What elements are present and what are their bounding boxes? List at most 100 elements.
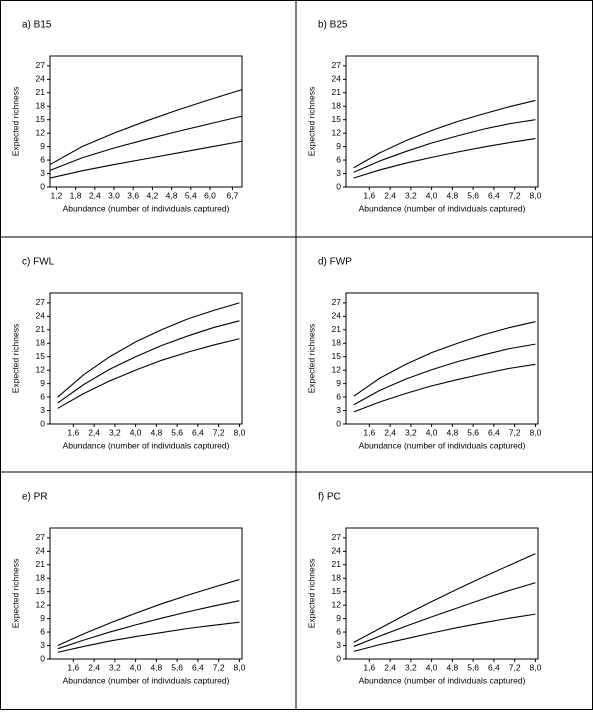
- series-line: [353, 363, 536, 413]
- y-tick-label: 6: [40, 391, 45, 401]
- x-axis-label: Abundance (number of individuals capture…: [359, 440, 526, 450]
- series-line: [49, 115, 243, 171]
- x-tick-label: 4,0: [426, 662, 438, 672]
- y-tick-label: 21: [36, 324, 46, 334]
- x-tick-label: 7,2: [509, 427, 521, 437]
- x-tick-label: 6,4: [488, 427, 500, 437]
- y-tick-label: 6: [336, 626, 341, 636]
- x-tick-label: 7,2: [509, 190, 521, 200]
- y-tick-label: 15: [36, 351, 46, 361]
- y-tick-label: 18: [332, 572, 342, 582]
- x-tick-label: 2,4: [88, 662, 100, 672]
- x-tick-label: 4,8: [150, 427, 162, 437]
- x-tick-label: 2,4: [89, 190, 101, 200]
- y-axis-label: Expected richness: [10, 87, 20, 156]
- y-tick-label: 0: [336, 653, 341, 663]
- y-tick-label: 15: [332, 586, 342, 596]
- series-line: [57, 338, 240, 409]
- x-tick-label: 8,0: [233, 427, 245, 437]
- y-tick-label: 24: [332, 546, 342, 556]
- series-line: [353, 138, 536, 179]
- x-axis-label: Abundance (number of individuals capture…: [359, 675, 526, 685]
- x-tick-label: 3,2: [109, 662, 121, 672]
- y-tick-label: 12: [36, 127, 46, 137]
- y-tick-label: 9: [336, 378, 341, 388]
- y-tick-label: 24: [332, 74, 342, 84]
- y-tick-label: 12: [332, 127, 342, 137]
- panel-title: a) B15: [22, 20, 52, 31]
- x-tick-label: 3,6: [127, 190, 139, 200]
- y-tick-label: 18: [332, 337, 342, 347]
- x-tick-label: 6,4: [488, 190, 500, 200]
- x-axis-label: Abundance (number of individuals capture…: [63, 675, 230, 685]
- y-tick-label: 0: [40, 181, 45, 191]
- x-tick-label: 5,6: [467, 662, 479, 672]
- series-line: [57, 302, 240, 398]
- y-tick-label: 21: [36, 87, 46, 97]
- y-tick-label: 18: [332, 100, 342, 110]
- x-tick-label: 1,6: [363, 190, 375, 200]
- series-line: [49, 89, 243, 166]
- x-tick-label: 8,0: [529, 190, 541, 200]
- x-tick-label: 6,4: [192, 662, 204, 672]
- y-tick-label: 3: [40, 405, 45, 415]
- y-tick-label: 12: [332, 599, 342, 609]
- series-line: [57, 320, 240, 404]
- x-tick-label: 3,2: [405, 662, 417, 672]
- x-tick-label: 3,2: [405, 427, 417, 437]
- x-tick-label: 5,6: [171, 662, 183, 672]
- series-line: [57, 621, 240, 653]
- x-tick-label: 1,8: [70, 190, 82, 200]
- y-tick-label: 6: [336, 154, 341, 164]
- y-tick-label: 12: [332, 364, 342, 374]
- x-tick-label: 4,8: [446, 427, 458, 437]
- panel-title: d) FWP: [318, 257, 352, 268]
- y-tick-label: 24: [36, 546, 46, 556]
- x-tick-label: 5,4: [185, 190, 197, 200]
- x-axis-label: Abundance (number of individuals capture…: [63, 203, 230, 213]
- x-tick-label: 4,8: [446, 190, 458, 200]
- y-tick-label: 0: [40, 418, 45, 428]
- y-tick-label: 9: [40, 378, 45, 388]
- y-tick-label: 27: [36, 297, 46, 307]
- x-axis-label: Abundance (number of individuals capture…: [63, 440, 230, 450]
- y-tick-label: 18: [36, 572, 46, 582]
- y-tick-label: 6: [336, 391, 341, 401]
- x-tick-label: 1,2: [50, 190, 62, 200]
- y-axis-label: Expected richness: [306, 87, 316, 156]
- x-tick-label: 6,4: [192, 427, 204, 437]
- x-tick-label: 8,0: [233, 662, 245, 672]
- x-tick-label: 4,8: [446, 662, 458, 672]
- y-axis-label: Expected richness: [306, 559, 316, 628]
- x-tick-label: 4,0: [130, 662, 142, 672]
- plot-frame: [49, 292, 243, 425]
- y-tick-label: 21: [332, 559, 342, 569]
- x-tick-label: 7,2: [509, 662, 521, 672]
- y-tick-label: 9: [40, 141, 45, 151]
- y-tick-label: 9: [40, 613, 45, 623]
- y-tick-label: 15: [332, 351, 342, 361]
- x-tick-label: 7,2: [213, 427, 225, 437]
- x-tick-label: 3,0: [108, 190, 120, 200]
- y-tick-label: 12: [36, 599, 46, 609]
- x-tick-label: 4,0: [130, 427, 142, 437]
- y-tick-label: 24: [332, 311, 342, 321]
- x-tick-label: 5,6: [171, 427, 183, 437]
- x-tick-label: 4,0: [426, 190, 438, 200]
- x-tick-label: 1,6: [363, 662, 375, 672]
- y-tick-label: 3: [40, 640, 45, 650]
- y-tick-label: 27: [36, 60, 46, 70]
- series-line: [57, 600, 240, 650]
- panel-title: b) B25: [318, 20, 348, 31]
- x-tick-label: 1,6: [67, 427, 79, 437]
- x-tick-label: 6,4: [488, 662, 500, 672]
- x-tick-label: 7,2: [213, 662, 225, 672]
- x-tick-label: 8,0: [529, 427, 541, 437]
- y-tick-label: 12: [36, 364, 46, 374]
- y-axis-label: Expected richness: [10, 559, 20, 628]
- x-tick-label: 4,8: [150, 662, 162, 672]
- y-tick-label: 3: [336, 168, 341, 178]
- x-tick-label: 3,2: [405, 190, 417, 200]
- plot-frame: [345, 527, 539, 660]
